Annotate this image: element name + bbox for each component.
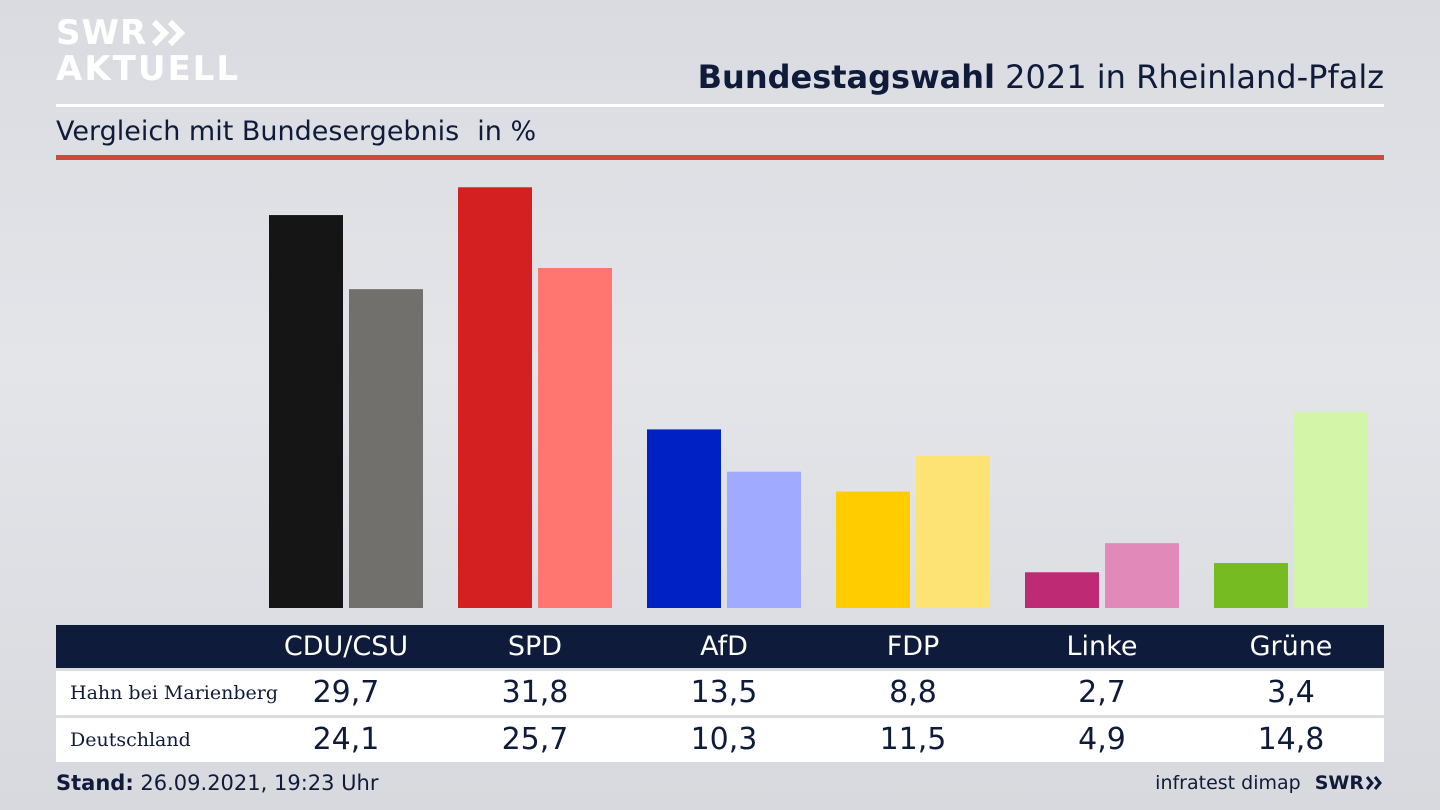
value-cell: 13,5 [690, 675, 758, 710]
swr-brand-text: SWR [1314, 772, 1364, 794]
value-cell: 14,8 [1257, 722, 1325, 757]
table-row-national: Deutschland 24,1 25,7 10,3 11,5 4,9 14,8 [56, 718, 1384, 762]
header-divider [56, 104, 1384, 107]
bar-national-cdu-csu [349, 289, 423, 608]
page-title-rest: 2021 in Rheinland-Pfalz [995, 58, 1384, 96]
swr-aktuell-logo: SWR AKTUELL [56, 16, 240, 86]
stand-label: Stand: [56, 771, 134, 795]
value-cell: 25,7 [501, 722, 569, 757]
value-cell: 10,3 [690, 722, 758, 757]
source-text: infratest dimap [1155, 772, 1301, 794]
logo-chevrons-icon [152, 19, 186, 47]
bar-local-grüne [1214, 563, 1288, 608]
table-row-local: Hahn bei Marienberg 29,7 31,8 13,5 8,8 2,7 3,… [56, 671, 1384, 715]
subtitle-unit: in % [477, 116, 537, 147]
bar-national-linke [1105, 543, 1179, 608]
bar-national-spd [538, 267, 612, 608]
swr-chevrons-icon [1365, 776, 1382, 790]
row-label: Hahn bei Marienberg [70, 682, 279, 704]
results-table: CDU/CSU SPD AfD FDP Linke Grüne Hahn bei Mari… [56, 625, 1384, 762]
category-label: Grüne [1249, 631, 1333, 662]
bar-national-afd [727, 471, 801, 608]
bar-local-spd [458, 187, 532, 608]
category-label: FDP [886, 631, 940, 662]
value-cell: 2,7 [1078, 675, 1126, 710]
value-cell: 29,7 [312, 675, 380, 710]
bar-local-fdp [836, 491, 910, 608]
category-label: CDU/CSU [283, 631, 409, 662]
chart-subtitle: Vergleich mit Bundesergebnis in % [56, 116, 536, 147]
logo-swr-text: SWR [56, 13, 148, 53]
value-cell: 8,8 [889, 675, 937, 710]
bar-national-fdp [916, 455, 990, 608]
bar-national-grüne [1294, 412, 1368, 608]
bar-local-afd [647, 429, 721, 608]
stand-value: 26.09.2021, 19:23 Uhr [133, 771, 379, 795]
timestamp: Stand: 26.09.2021, 19:23 Uhr [56, 771, 379, 795]
bar-local-cdu-csu [269, 215, 343, 608]
value-cell: 3,4 [1267, 675, 1315, 710]
value-cell: 11,5 [879, 722, 947, 757]
table-header: CDU/CSU SPD AfD FDP Linke Grüne [56, 625, 1384, 668]
category-label: SPD [507, 631, 563, 662]
accent-divider [56, 155, 1384, 160]
value-cell: 24,1 [312, 722, 380, 757]
category-label: Linke [1066, 631, 1138, 662]
value-cell: 4,9 [1078, 722, 1126, 757]
bar-local-linke [1025, 572, 1099, 608]
source-credit: infratest dimap SWR [1155, 772, 1384, 794]
page-title: Bundestagswahl 2021 in Rheinland-Pfalz [698, 58, 1384, 96]
logo-aktuell-text: AKTUELL [56, 49, 241, 89]
value-cell: 31,8 [501, 675, 569, 710]
swr-brand: SWR [1315, 772, 1384, 794]
page-title-bold: Bundestagswahl [697, 58, 995, 96]
subtitle-text: Vergleich mit Bundesergebnis [56, 116, 460, 147]
category-label: AfD [700, 631, 748, 662]
row-label: Deutschland [70, 729, 191, 751]
